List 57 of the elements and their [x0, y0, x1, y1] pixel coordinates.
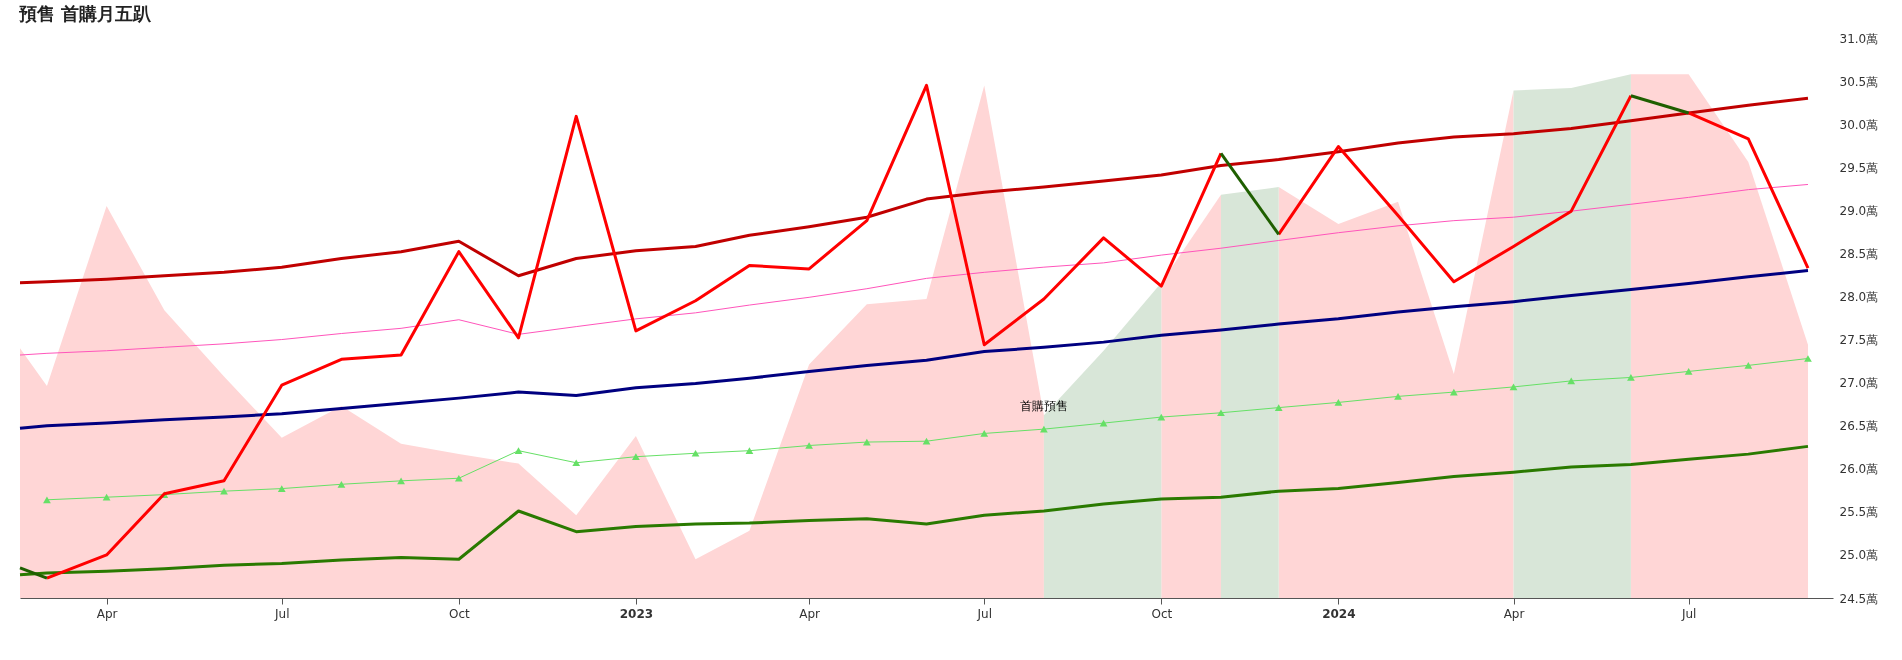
- point: [454, 474, 463, 482]
- point: [980, 430, 989, 437]
- line-series: [19, 183, 1809, 356]
- point: [632, 453, 640, 461]
- x-tick-label: Jul: [274, 606, 290, 621]
- y-tick-label: 28.0萬: [1839, 289, 1879, 304]
- x-tick-label: Jul: [1680, 606, 1697, 621]
- x-tick-label: 2023: [619, 606, 654, 621]
- y-tick-label: 31.0萬: [1839, 31, 1879, 46]
- point: [397, 477, 405, 485]
- x-tick-label: Oct: [448, 606, 470, 621]
- point: [1627, 374, 1635, 381]
- chart-title: 預售 首購月五趴: [17, 3, 152, 24]
- line-series: [45, 83, 1223, 580]
- point: [102, 493, 111, 501]
- x-tick-label: Jul: [976, 606, 992, 621]
- point: [745, 447, 754, 455]
- point: [277, 485, 286, 492]
- point: [572, 459, 581, 467]
- annotation: 首購預售: [1019, 398, 1068, 413]
- point: [1394, 393, 1402, 400]
- point: [691, 449, 700, 457]
- y-tick-label: 29.0萬: [1839, 203, 1879, 218]
- line-series: [18, 444, 1810, 577]
- y-tick-label: 29.5萬: [1839, 160, 1879, 175]
- x-tick-label: 2024: [1322, 606, 1356, 621]
- point: [922, 437, 931, 445]
- line-series: [18, 269, 1810, 430]
- y-tick-label: 25.5萬: [1839, 505, 1879, 520]
- y-tick-label: 26.0萬: [1839, 462, 1879, 477]
- line-series: [1277, 94, 1633, 284]
- point: [43, 496, 51, 504]
- x-tick-label: Oct: [1151, 606, 1173, 621]
- y-tick-label: 30.5萬: [1839, 74, 1879, 89]
- y-tick-label: 25.0萬: [1839, 548, 1879, 563]
- point: [337, 480, 346, 488]
- point: [1744, 362, 1753, 369]
- point: [1567, 377, 1576, 385]
- line-series: [18, 96, 1810, 285]
- point: [1804, 355, 1812, 362]
- y-tick-label: 28.5萬: [1839, 246, 1879, 261]
- point: [1684, 368, 1693, 375]
- x-tick-label: Apr: [799, 606, 821, 621]
- point: [1217, 409, 1225, 417]
- point: [1509, 383, 1518, 391]
- point: [1274, 404, 1283, 411]
- y-tick-label: 26.5萬: [1839, 419, 1879, 434]
- y-tick-label: 27.0萬: [1839, 376, 1879, 391]
- x-tick-label: Apr: [96, 606, 118, 621]
- y-tick-label: 24.5萬: [1839, 591, 1879, 606]
- point: [220, 487, 228, 495]
- y-tick-label: 27.5萬: [1839, 333, 1879, 348]
- point: [805, 442, 813, 449]
- point: [1334, 399, 1343, 406]
- point: [514, 447, 523, 455]
- x-tick-label: Apr: [1503, 606, 1525, 621]
- y-tick-label: 30.0萬: [1839, 117, 1879, 132]
